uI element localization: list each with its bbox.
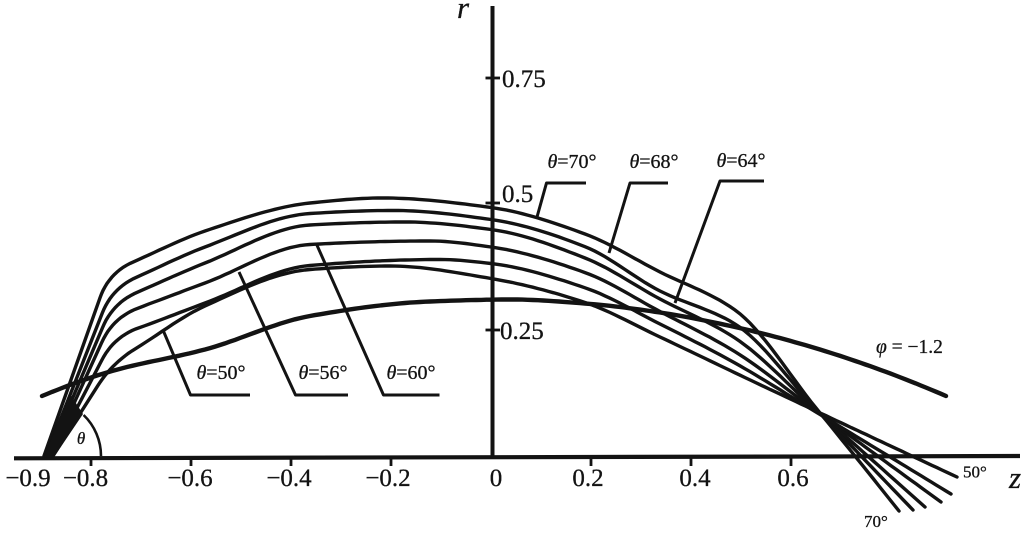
svg-text:0.25: 0.25 — [500, 318, 544, 345]
svg-text:0.2: 0.2 — [572, 465, 603, 492]
svg-text:θ=56°: θ=56° — [298, 362, 347, 384]
svg-text:θ=50°: θ=50° — [196, 362, 245, 384]
svg-text:θ=70°: θ=70° — [547, 151, 596, 173]
svg-text:−0.9: −0.9 — [5, 465, 50, 492]
svg-text:0.4: 0.4 — [679, 465, 711, 492]
svg-text:−0.2: −0.2 — [365, 465, 410, 492]
svg-text:r: r — [457, 0, 470, 25]
svg-text:0.6: 0.6 — [777, 465, 808, 492]
svg-text:0.5: 0.5 — [502, 181, 533, 208]
svg-text:θ=68°: θ=68° — [629, 151, 678, 173]
svg-text:−0.4: −0.4 — [266, 465, 312, 492]
svg-text:0: 0 — [490, 465, 503, 492]
svg-text:φ = −1.2: φ = −1.2 — [876, 337, 943, 358]
svg-text:θ: θ — [77, 429, 85, 448]
svg-text:−0.6: −0.6 — [167, 465, 212, 492]
svg-text:θ=60°: θ=60° — [386, 362, 435, 384]
svg-text:0.75: 0.75 — [502, 66, 546, 93]
svg-text:50°: 50° — [963, 463, 987, 482]
svg-text:−0.8: −0.8 — [63, 465, 108, 492]
svg-text:z: z — [1008, 460, 1021, 495]
svg-text:70°: 70° — [864, 512, 888, 531]
svg-text:θ=64°: θ=64° — [716, 150, 765, 172]
